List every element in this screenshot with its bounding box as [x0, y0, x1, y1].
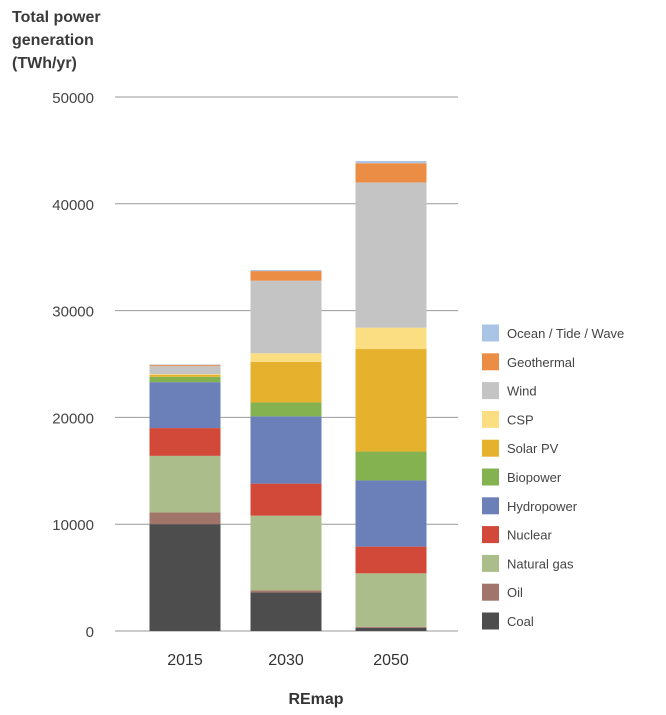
- bar-stack-2030: [250, 270, 322, 631]
- y-axis-title-line-2: generation: [12, 32, 94, 49]
- y-tick-label: 40000: [52, 197, 94, 214]
- bar-segment-csp-2015: [149, 374, 221, 375]
- bar-segment-oil-2015: [149, 512, 221, 525]
- bar-segment-coal-2050: [355, 627, 427, 631]
- bar-segment-solar-pv-2050: [355, 349, 427, 452]
- x-tick-label: 2030: [268, 652, 304, 669]
- legend-swatch: [482, 612, 499, 630]
- x-tick-label: 2015: [167, 652, 203, 669]
- bar-segment-oil-2030: [250, 590, 322, 593]
- bar-segment-geothermal-2050: [355, 163, 427, 183]
- legend-swatch: [482, 554, 499, 572]
- bar-stack-2015: [149, 364, 221, 631]
- legend-item: CSP: [482, 410, 534, 428]
- legend-swatch: [482, 583, 499, 601]
- legend-label: Ocean / Tide / Wave: [507, 326, 624, 341]
- legend-swatch: [482, 353, 499, 371]
- bar-segment-coal-2015: [149, 524, 221, 631]
- bar-segment-wind-2015: [149, 366, 221, 375]
- bar-segment-nuclear-2050: [355, 546, 427, 574]
- bar-segment-wind-2050: [355, 182, 427, 328]
- legend-label: Solar PV: [507, 441, 559, 456]
- legend-item: Biopower: [482, 468, 562, 486]
- legend-swatch: [482, 324, 499, 342]
- y-tick-label: 30000: [52, 304, 94, 321]
- legend-swatch: [482, 439, 499, 457]
- legend-swatch: [482, 382, 499, 400]
- legend-swatch: [482, 410, 499, 428]
- legend-label: Wind: [507, 384, 537, 399]
- legend-item: Nuclear: [482, 526, 552, 544]
- bar-segment-natural-gas-2030: [250, 515, 322, 591]
- legend-label: Nuclear: [507, 528, 552, 543]
- bar-segment-hydropower-2015: [149, 382, 221, 429]
- bar-segment-wind-2030: [250, 280, 322, 354]
- bar-segment-hydropower-2030: [250, 416, 322, 484]
- bar-segment-biopower-2015: [149, 376, 221, 383]
- legend-label: Oil: [507, 585, 523, 600]
- bar-segment-geothermal-2015: [149, 365, 221, 367]
- bar-segment-ocean-tide-wave-2015: [149, 364, 221, 366]
- legend-item: Natural gas: [482, 554, 574, 572]
- y-tick-label: 0: [86, 624, 94, 641]
- legend-label: Biopower: [507, 470, 562, 485]
- x-tick-label: 2050: [373, 652, 409, 669]
- x-axis-title: REmap: [288, 691, 343, 708]
- bar-segment-biopower-2030: [250, 402, 322, 417]
- bar-segment-csp-2030: [250, 353, 322, 362]
- legend-item: Coal: [482, 612, 534, 630]
- y-tick-label: 10000: [52, 517, 94, 534]
- y-tick-label: 20000: [52, 410, 94, 427]
- legend-item: Solar PV: [482, 439, 559, 457]
- legend-item: Ocean / Tide / Wave: [482, 324, 624, 342]
- bar-segment-biopower-2050: [355, 451, 427, 481]
- legend-item: Oil: [482, 583, 523, 601]
- legend-label: CSP: [507, 412, 534, 427]
- bar-segment-hydropower-2050: [355, 480, 427, 547]
- y-axis-title-line-1: Total power: [12, 9, 101, 26]
- legend-label: Coal: [507, 614, 534, 629]
- legend-swatch: [482, 497, 499, 515]
- bar-segment-natural-gas-2050: [355, 573, 427, 627]
- y-axis-title-line-3: (TWh/yr): [12, 55, 77, 72]
- legend-label: Natural gas: [507, 556, 574, 571]
- legend-label: Geothermal: [507, 355, 575, 370]
- bar-segment-nuclear-2030: [250, 483, 322, 516]
- bar-segment-solar-pv-2030: [250, 361, 322, 403]
- bar-segment-coal-2030: [250, 592, 322, 631]
- bar-segment-nuclear-2015: [149, 428, 221, 456]
- bar-segment-ocean-tide-wave-2030: [250, 270, 322, 272]
- bar-stack-2050: [355, 161, 427, 631]
- bar-segment-geothermal-2030: [250, 271, 322, 281]
- legend-label: Hydropower: [507, 499, 578, 514]
- legend-item: Hydropower: [482, 497, 578, 515]
- bar-segment-natural-gas-2015: [149, 455, 221, 513]
- bar-segment-ocean-tide-wave-2050: [355, 161, 427, 164]
- bar-segment-oil-2050: [355, 626, 427, 628]
- legend-swatch: [482, 526, 499, 544]
- legend-swatch: [482, 468, 499, 486]
- bar-segment-csp-2050: [355, 327, 427, 350]
- legend-item: Geothermal: [482, 353, 575, 371]
- y-tick-label: 50000: [52, 90, 94, 107]
- bar-segment-solar-pv-2015: [149, 374, 221, 377]
- legend-item: Wind: [482, 382, 537, 400]
